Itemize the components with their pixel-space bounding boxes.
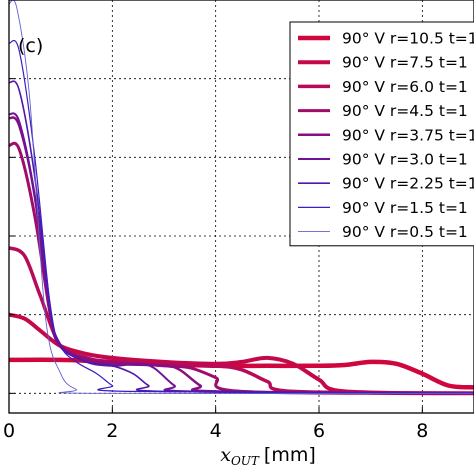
x-axis-label: xOUT [mm]: [220, 444, 316, 468]
series-line-9: [8, 0, 474, 395]
legend: 90° V r=10.5 t=1 90° V r=7.5 t=1 90° V r=6…: [289, 21, 474, 247]
legend-entry-9: 90° V r=0.5 t=1: [342, 223, 468, 241]
x-tick-label: 2: [106, 420, 118, 442]
series-lines: [8, 0, 474, 396]
x-axis-label-subscript: OUT: [231, 454, 260, 468]
x-tick-label: 4: [210, 420, 222, 442]
x-axis-label-unit: [mm]: [264, 444, 316, 466]
legend-entry-7: 90° V r=2.25 t=1: [342, 175, 474, 193]
series-line-3: [8, 246, 474, 396]
series-line-4: [8, 141, 474, 395]
panel-label: (c): [18, 35, 43, 57]
legend-entry-8: 90° V r=1.5 t=1: [342, 199, 468, 217]
series-line-8: [8, 39, 474, 394]
legend-entry-3: 90° V r=6.0 t=1: [342, 78, 468, 96]
x-tick-label: 8: [416, 420, 428, 442]
x-axis-label-main: x: [220, 444, 231, 466]
x-tick-label: 0: [3, 420, 15, 442]
axis-ticks: 0 2 4 6 8: [3, 0, 428, 442]
legend-entry-2: 90° V r=7.5 t=1: [342, 54, 468, 72]
legend-entry-1: 90° V r=10.5 t=1: [342, 30, 474, 48]
series-line-2: [8, 312, 474, 396]
legend-entry-4: 90° V r=4.5 t=1: [342, 102, 468, 120]
legend-entry-5: 90° V r=3.75 t=1: [342, 126, 474, 144]
plot-frame: [8, 0, 474, 414]
legend-entry-6: 90° V r=3.0 t=1: [342, 151, 468, 169]
x-tick-label: 6: [313, 420, 325, 442]
